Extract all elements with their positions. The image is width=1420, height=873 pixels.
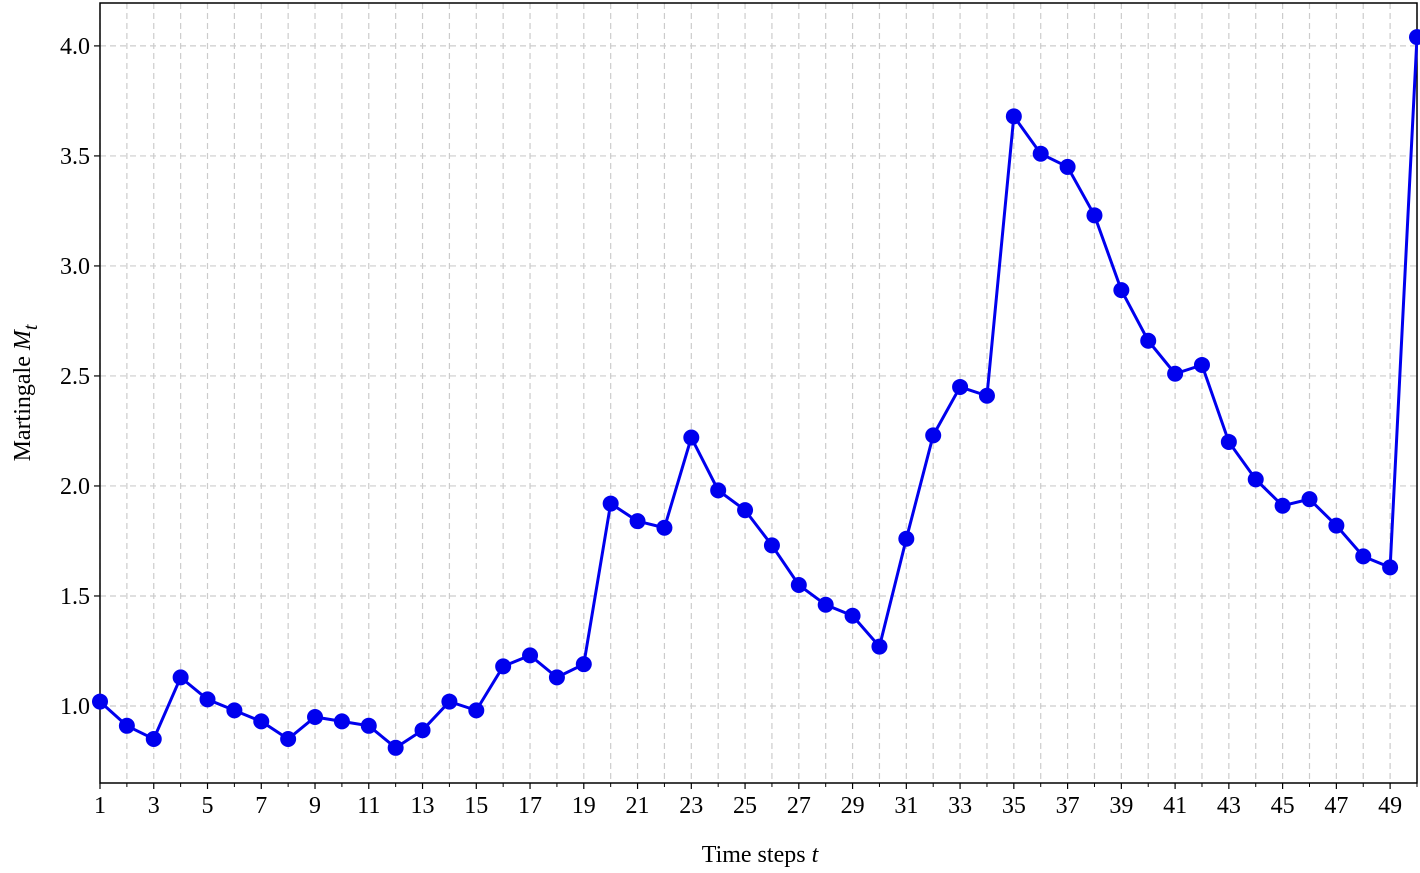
data-point	[1167, 365, 1184, 382]
data-point	[360, 717, 377, 734]
y-tick-label: 2.5	[60, 364, 90, 390]
x-tick-label: 5	[202, 793, 214, 819]
x-tick-label: 35	[1002, 793, 1026, 819]
x-tick-label: 1	[94, 793, 106, 819]
y-axis-label: Martingale Mt	[10, 324, 42, 461]
data-point	[1328, 517, 1345, 534]
data-point	[683, 429, 700, 446]
data-point	[1140, 332, 1157, 349]
x-axis-label: Time steps t	[702, 842, 820, 868]
y-tick-label: 4.0	[60, 34, 90, 60]
x-label-symbol: t	[812, 842, 820, 868]
data-point	[1409, 29, 1420, 46]
data-point	[1220, 433, 1237, 450]
data-point	[790, 576, 807, 593]
data-point	[495, 658, 512, 675]
data-point	[414, 722, 431, 739]
data-point	[145, 730, 162, 747]
x-tick-label: 15	[464, 793, 488, 819]
data-point	[1382, 559, 1399, 576]
data-point	[898, 530, 915, 547]
x-tick-label: 27	[787, 793, 811, 819]
data-point	[737, 502, 754, 519]
data-point	[92, 693, 108, 710]
data-point	[333, 713, 350, 730]
x-tick-label: 25	[733, 793, 757, 819]
x-tick-label: 41	[1163, 793, 1187, 819]
y-tick-label: 1.0	[60, 694, 90, 720]
x-tick-label: 47	[1324, 793, 1348, 819]
data-point	[952, 378, 969, 395]
y-tick-label: 2.0	[60, 474, 90, 500]
data-point	[226, 702, 243, 719]
data-point	[522, 647, 539, 664]
data-point	[817, 596, 834, 613]
y-tick-label: 3.0	[60, 254, 90, 280]
data-point	[1032, 145, 1049, 162]
x-tick-label: 11	[357, 793, 380, 819]
x-tick-label: 43	[1217, 793, 1241, 819]
x-tick-label: 13	[411, 793, 435, 819]
x-tick-label: 45	[1271, 793, 1295, 819]
data-point	[253, 713, 270, 730]
data-point	[710, 482, 727, 499]
data-point	[1355, 548, 1372, 565]
data-point	[118, 717, 135, 734]
x-tick-label: 31	[894, 793, 918, 819]
data-point	[978, 387, 995, 404]
data-point	[629, 513, 646, 530]
data-point	[172, 669, 189, 686]
series-line	[98, 37, 1419, 750]
x-tick-label: 23	[679, 793, 703, 819]
y-tick-label: 1.5	[60, 584, 90, 610]
data-point	[1247, 471, 1264, 488]
data-point	[1274, 497, 1291, 514]
x-tick-label: 17	[518, 793, 542, 819]
data-point	[548, 669, 565, 686]
x-tick-label: 21	[626, 793, 650, 819]
data-point	[280, 730, 297, 747]
x-tick-label: 33	[948, 793, 972, 819]
data-point	[199, 691, 216, 708]
x-tick-label: 29	[841, 793, 865, 819]
x-tick-label: 39	[1109, 793, 1133, 819]
plot-frame	[99, 2, 1418, 784]
x-tick-label: 49	[1378, 793, 1402, 819]
x-tick-label: 19	[572, 793, 596, 819]
data-point	[1086, 207, 1103, 224]
data-point	[575, 656, 592, 673]
y-tick-label: 3.5	[60, 144, 90, 170]
data-point	[1005, 108, 1022, 125]
data-point	[656, 519, 673, 536]
data-point	[387, 739, 404, 756]
data-point	[1113, 282, 1130, 299]
x-label-text: Time steps	[702, 842, 806, 868]
y-label-text: Martingale	[10, 356, 36, 461]
data-point	[844, 607, 861, 624]
data-point	[307, 708, 324, 725]
data-point	[602, 495, 619, 512]
data-point	[1059, 158, 1076, 175]
data-point	[1193, 356, 1210, 373]
y-label-subscript: t	[20, 324, 42, 330]
x-tick-label: 9	[309, 793, 321, 819]
data-point	[1301, 491, 1318, 508]
data-point	[871, 638, 888, 655]
data-point	[925, 427, 942, 444]
data-point	[468, 702, 485, 719]
data-point	[763, 537, 780, 554]
y-label-symbol: M	[10, 328, 36, 351]
x-tick-label: 37	[1056, 793, 1080, 819]
x-tick-label: 7	[255, 793, 267, 819]
data-point	[441, 693, 458, 710]
x-tick-label: 3	[148, 793, 160, 819]
